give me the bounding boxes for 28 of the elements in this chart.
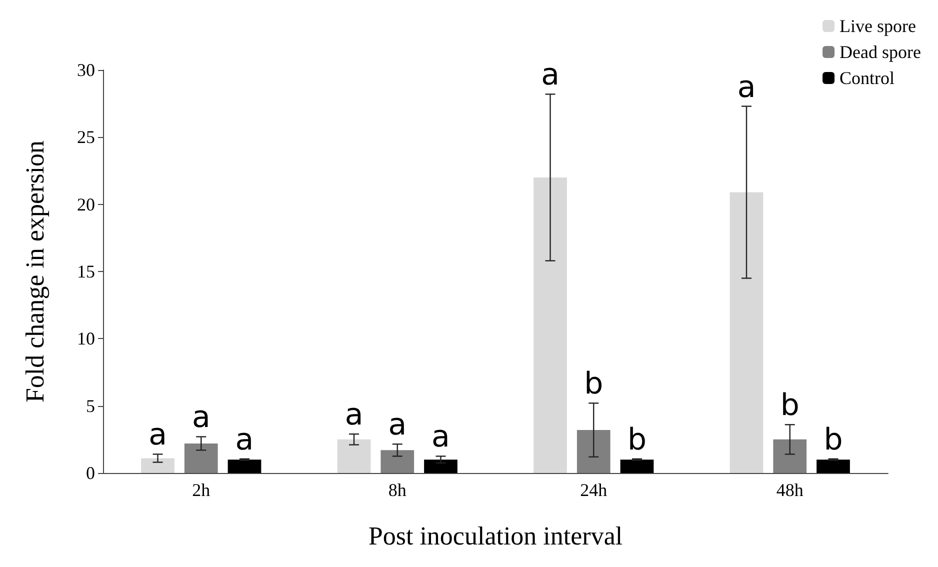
x-tick-label: 2h	[192, 480, 210, 500]
data-label: a	[541, 58, 560, 93]
legend-label: Control	[840, 68, 895, 88]
data-label: a	[148, 418, 167, 453]
x-tick-label: 8h	[388, 480, 406, 500]
legend-label: Live spore	[840, 16, 916, 36]
data-label: b	[627, 422, 647, 458]
data-label: a	[432, 420, 450, 455]
y-axis-title: Fold change in expersion	[20, 140, 50, 403]
y-tick-label: 15	[77, 262, 95, 282]
y-tick-label: 20	[77, 194, 95, 214]
legend-label: Dead spore	[840, 42, 922, 62]
x-tick-label: 24h	[580, 480, 608, 500]
data-label: a	[235, 422, 254, 458]
data-label: a	[737, 70, 756, 105]
x-axis-title: Post inoculation interval	[368, 522, 623, 550]
y-tick-label: 25	[77, 127, 95, 148]
data-label: a	[344, 398, 364, 433]
y-tick-label: 0	[86, 463, 95, 483]
data-label: a	[192, 400, 210, 436]
data-label: b	[824, 422, 843, 458]
data-label: b	[780, 388, 800, 424]
x-tick-label: 48h	[776, 480, 804, 500]
data-label: a	[388, 408, 407, 443]
y-tick-label: 30	[77, 60, 95, 80]
data-label: b	[584, 366, 604, 402]
y-tick-label: 5	[86, 396, 95, 416]
y-tick-label: 10	[77, 328, 95, 349]
